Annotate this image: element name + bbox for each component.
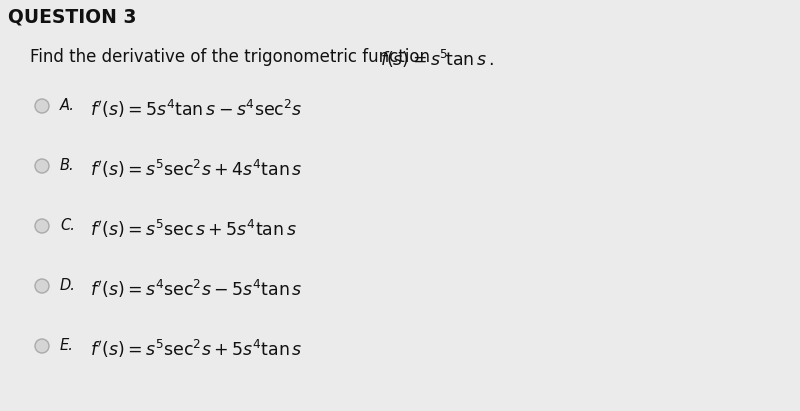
Circle shape: [35, 99, 49, 113]
Circle shape: [35, 159, 49, 173]
Text: $f'(s) = s^5\sec^2\!s + 5s^4\tan s$: $f'(s) = s^5\sec^2\!s + 5s^4\tan s$: [90, 338, 302, 360]
Text: $f(s) = s^5\!\tan s\,.$: $f(s) = s^5\!\tan s\,.$: [380, 48, 494, 70]
Text: Find the derivative of the trigonometric function: Find the derivative of the trigonometric…: [30, 48, 435, 66]
Text: $f'(s) = s^4\sec^2\!s - 5s^4\tan s$: $f'(s) = s^4\sec^2\!s - 5s^4\tan s$: [90, 278, 302, 300]
Text: E.: E.: [60, 338, 74, 353]
Text: C.: C.: [60, 218, 75, 233]
Circle shape: [35, 339, 49, 353]
Text: $f'(s) = s^5\sec s + 5s^4\tan s$: $f'(s) = s^5\sec s + 5s^4\tan s$: [90, 218, 297, 240]
Circle shape: [35, 219, 49, 233]
Text: B.: B.: [60, 158, 74, 173]
Text: $f'(s) = 5s^4\tan s - s^4\sec^2\!s$: $f'(s) = 5s^4\tan s - s^4\sec^2\!s$: [90, 98, 302, 120]
Circle shape: [35, 279, 49, 293]
Text: A.: A.: [60, 98, 75, 113]
Text: QUESTION 3: QUESTION 3: [8, 8, 137, 27]
Text: $f'(s) = s^5\sec^2\!s + 4s^4\tan s$: $f'(s) = s^5\sec^2\!s + 4s^4\tan s$: [90, 158, 302, 180]
Text: D.: D.: [60, 278, 76, 293]
